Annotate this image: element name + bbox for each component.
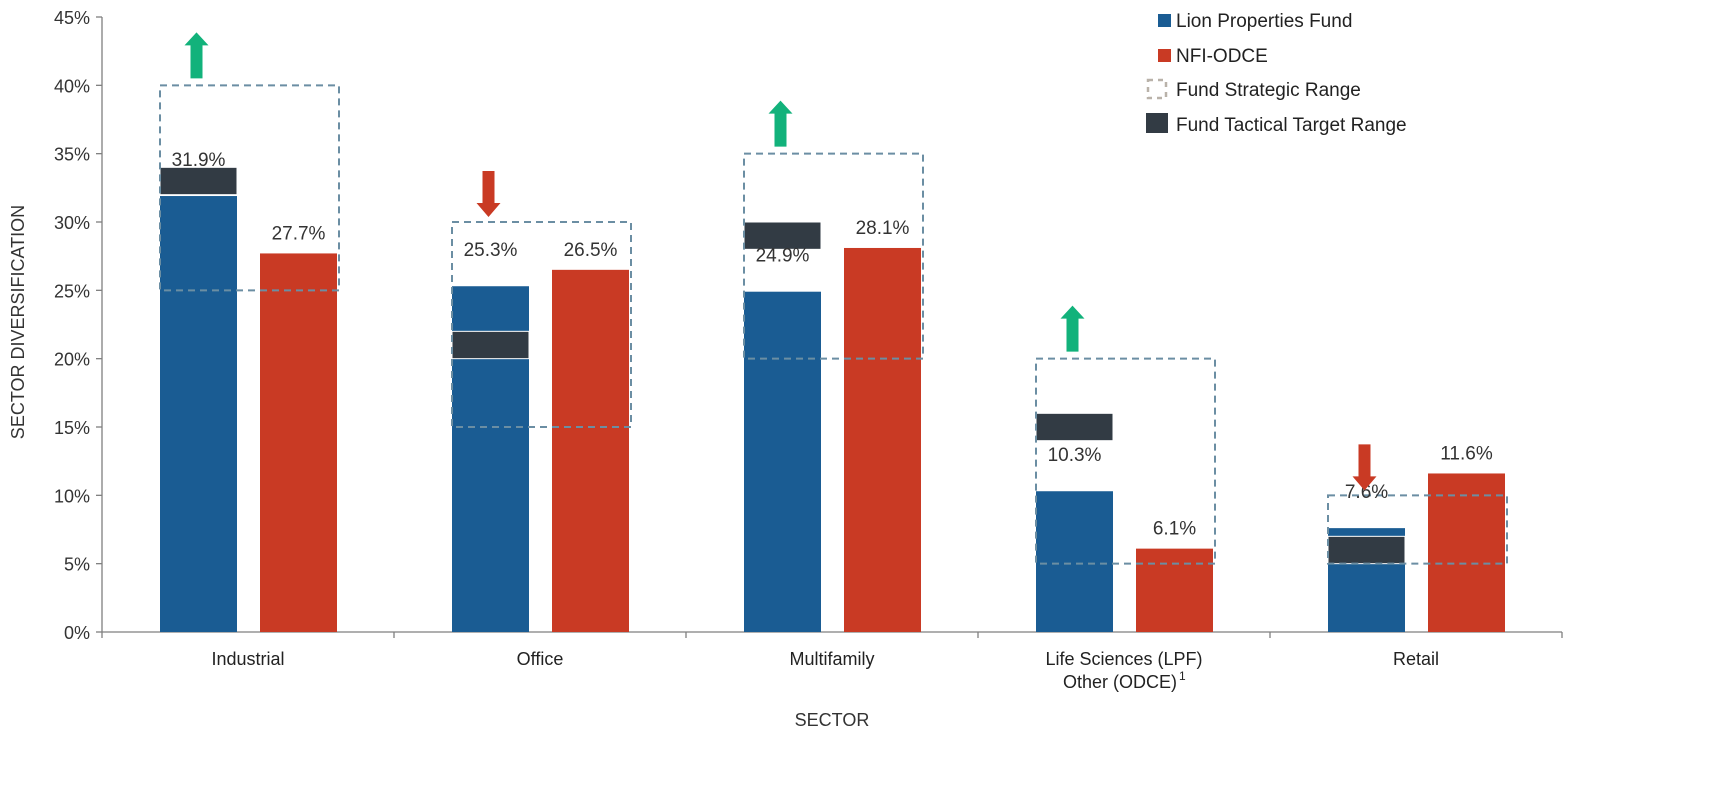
x-tick-label-office: Office [517, 649, 564, 669]
x-tick-label-multifamily: Multifamily [789, 649, 874, 669]
legend-swatch-strategic-range [1146, 78, 1168, 100]
footnote-superscript: 1 [1179, 669, 1186, 683]
legend-label-lion-properties-fund: Lion Properties Fund [1176, 11, 1352, 32]
tactical-range-life-sciences-lpf [1035, 412, 1114, 442]
legend-label-tactical-range: Fund Tactical Target Range [1176, 115, 1407, 136]
y-tick-label: 45% [54, 8, 90, 28]
y-tick-label: 40% [54, 76, 90, 96]
data-label-lion-properties-fund: 24.9% [756, 246, 810, 267]
bar-nfi-odce-retail [1428, 473, 1505, 632]
x-tick-label-retail: Retail [1393, 649, 1439, 669]
data-label-lion-properties-fund: 25.3% [464, 240, 518, 261]
bar-nfi-odce-life-sciences-lpf [1136, 548, 1213, 632]
y-tick-label: 20% [54, 350, 90, 370]
strategic-range-industrial [159, 84, 340, 292]
tactical-range-industrial [159, 166, 238, 196]
tactical-range-retail [1327, 535, 1406, 565]
legend-label-strategic-range: Fund Strategic Range [1176, 80, 1361, 101]
data-label-lion-properties-fund: 31.9% [172, 150, 226, 171]
legend-swatch-lion-properties-fund [1158, 14, 1171, 27]
direction-arrows [184, 32, 1377, 491]
tactical-range-multifamily [743, 221, 822, 250]
data-label-nfi-odce: 6.1% [1153, 519, 1196, 540]
arrow-up-icon [768, 100, 793, 147]
tactical-ranges [159, 166, 1406, 565]
arrow-down-icon [1352, 444, 1377, 491]
bar-lion-properties-fund-life-sciences-lpf [1036, 491, 1113, 632]
x-tick-label-industrial: Industrial [211, 649, 284, 669]
bar-lion-properties-fund-multifamily [744, 291, 821, 632]
data-label-nfi-odce: 26.5% [564, 240, 618, 261]
y-tick-label: 0% [64, 623, 90, 643]
arrow-down-icon [476, 171, 501, 217]
data-label-nfi-odce: 11.6% [1440, 443, 1493, 464]
arrow-up-icon [184, 32, 209, 79]
bar-nfi-odce-industrial [260, 253, 337, 632]
x-axis-title: SECTOR [795, 710, 870, 730]
data-label-lion-properties-fund: 10.3% [1048, 445, 1102, 466]
y-tick-label: 25% [54, 281, 90, 301]
y-tick-label: 30% [54, 213, 90, 233]
y-axis: 0% 5% 10% 15% 20% 25% 30% 35% 40% 45% [54, 8, 103, 643]
y-axis-title: SECTOR DIVERSIFICATION [8, 205, 28, 439]
legend-label-nfi-odce: NFI-ODCE [1176, 46, 1268, 67]
strategic-range-life-sciences-lpf [1035, 357, 1216, 565]
strategic-range-office [451, 221, 632, 428]
y-tick-label: 15% [54, 418, 90, 438]
data-label-lion-properties-fund: 7.6% [1345, 482, 1388, 503]
x-tick-label-life-sciences-lpf: Life Sciences (LPF) [1045, 649, 1202, 669]
data-labels: 31.9% 25.3% 24.9% 10.3% 7.6% 27.7% 26.5% 28.1% 6… [172, 150, 1493, 540]
strategic-range-multifamily [743, 152, 924, 360]
arrow-up-icon [1060, 305, 1085, 352]
bars [160, 196, 1505, 633]
bar-nfi-odce-office [552, 269, 629, 632]
data-label-nfi-odce: 28.1% [856, 218, 910, 239]
bar-nfi-odce-multifamily [844, 247, 921, 632]
strategic-range-retail [1327, 494, 1508, 565]
x-tick-label-line2: Other (ODCE) [1063, 672, 1177, 692]
legend-swatch-tactical-range [1146, 113, 1168, 133]
legend: Lion Properties Fund NFI-ODCE Fund Strat… [1146, 11, 1407, 136]
y-tick-label: 5% [64, 555, 90, 575]
strategic-ranges [159, 84, 1508, 565]
tactical-range-office [451, 330, 530, 360]
legend-swatch-nfi-odce [1158, 49, 1171, 62]
x-axis: Industrial Office Multifamily Life Sciences… [101, 631, 1563, 692]
y-tick-label: 10% [54, 486, 90, 506]
data-label-nfi-odce: 27.7% [272, 223, 326, 244]
bar-lion-properties-fund-industrial [160, 196, 237, 633]
y-tick-label: 35% [54, 145, 90, 165]
